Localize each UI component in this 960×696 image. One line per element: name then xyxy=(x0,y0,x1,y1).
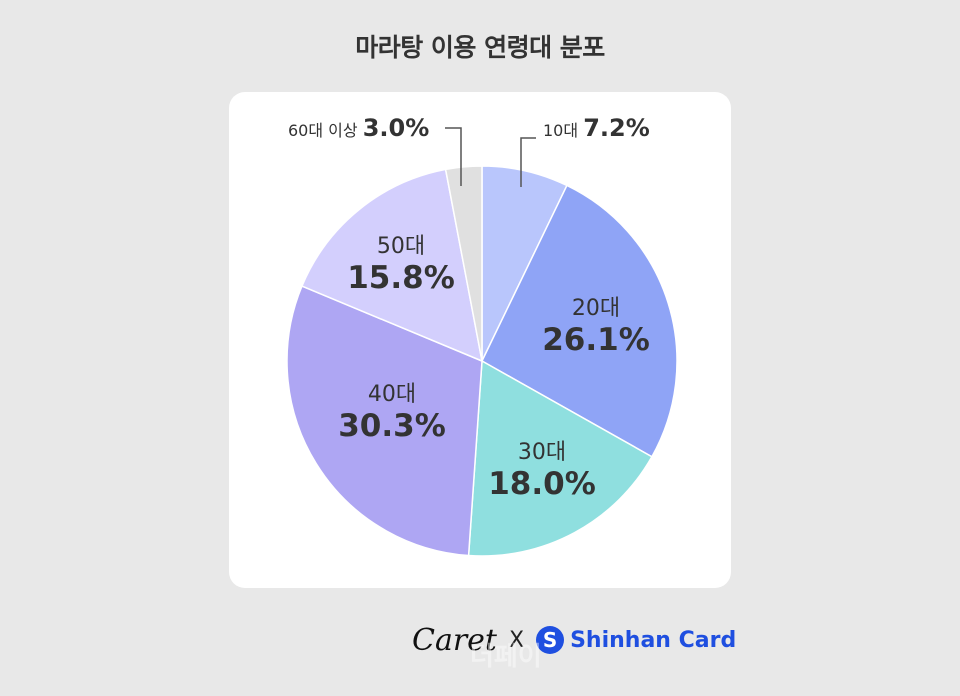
slice-label: 60대 이상 xyxy=(288,121,358,140)
leader-line-10s xyxy=(520,137,536,187)
label-60s: 60대 이상 3.0% xyxy=(288,114,429,142)
shinhan-s-icon: S xyxy=(536,626,565,654)
slice-label: 10대 xyxy=(543,121,579,140)
label-10s: 10대 7.2% xyxy=(543,114,650,142)
slice-label: 20대 xyxy=(571,296,621,321)
slice-value: 18.0% xyxy=(488,466,596,502)
slice-value: 30.3% xyxy=(338,408,446,444)
pie-slice-4 xyxy=(300,168,483,363)
separator: X xyxy=(509,627,525,653)
pie-chart xyxy=(286,127,678,557)
slice-label: 30대 xyxy=(517,440,567,465)
slice-label: 50대 xyxy=(376,234,426,259)
slice-label: 40대 xyxy=(367,382,417,407)
label-50s: 50대 15.8% xyxy=(347,228,455,296)
slice-value: 15.8% xyxy=(347,260,455,296)
slice-value: 3.0% xyxy=(362,114,430,142)
shinhan-card-text: Shinhan Card xyxy=(570,627,737,653)
label-20s: 20대 26.1% xyxy=(542,290,650,358)
leader-line-60s xyxy=(445,127,462,186)
caret-logo: Caret xyxy=(412,622,497,658)
label-40s: 40대 30.3% xyxy=(338,376,446,444)
shinhan-card-logo: S Shinhan Card xyxy=(536,626,736,654)
watermark: 더페이 xyxy=(470,642,542,672)
pie-slice-5 xyxy=(444,165,483,362)
pie-slice-1 xyxy=(481,184,678,458)
slice-value: 7.2% xyxy=(583,114,650,142)
footer-logos: Caret X S Shinhan Card xyxy=(412,620,736,660)
pie-slice-2 xyxy=(467,359,653,557)
label-30s: 30대 18.0% xyxy=(488,434,596,502)
slice-value: 26.1% xyxy=(542,322,650,358)
chart-title: 마라탕 이용 연령대 분포 xyxy=(355,33,605,62)
chart-card: 60대 이상 3.0% 10대 7.2% 20대 26.1% 30대 18.0%… xyxy=(229,92,731,588)
pie-slice-3 xyxy=(286,285,483,557)
